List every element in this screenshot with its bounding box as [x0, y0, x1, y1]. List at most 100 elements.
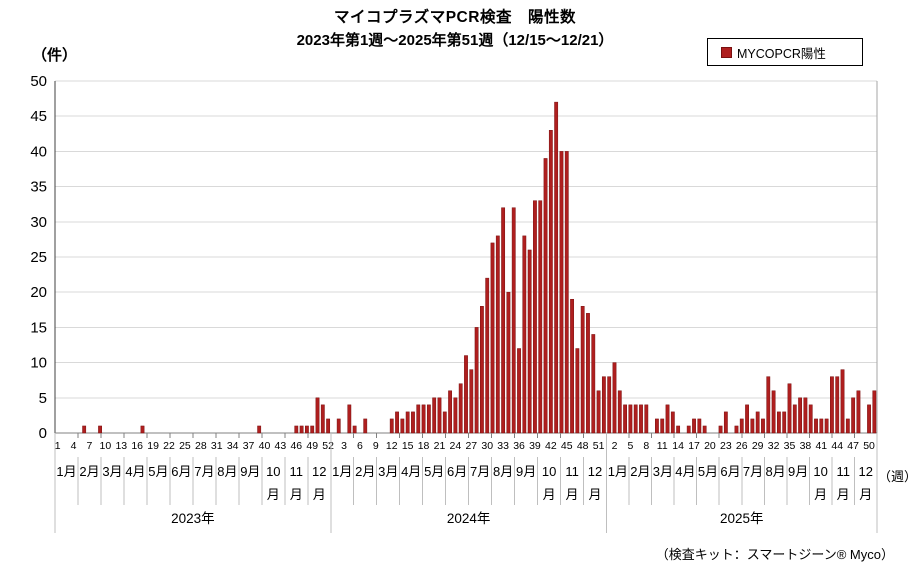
bar	[803, 397, 808, 434]
week-tick-label: 24	[450, 440, 462, 452]
bar	[511, 207, 516, 434]
month-label: 5月	[698, 464, 718, 479]
week-tick-label: 35	[784, 440, 796, 452]
bar	[395, 411, 399, 434]
bar	[739, 418, 744, 434]
bar	[416, 404, 421, 434]
week-tick-label: 31	[211, 440, 223, 452]
bar	[734, 425, 739, 434]
bar	[702, 425, 707, 434]
bar	[686, 425, 691, 434]
bar	[522, 235, 527, 434]
bar	[655, 418, 659, 434]
month-label: 8月	[217, 464, 237, 479]
y-tick-label: 5	[39, 390, 47, 407]
bar	[495, 235, 500, 434]
bar	[766, 376, 771, 434]
bar	[856, 390, 861, 434]
y-tick-label: 30	[30, 214, 47, 231]
month-label: 7月	[194, 464, 214, 479]
week-tick-label: 49	[306, 440, 318, 452]
bar	[315, 397, 320, 434]
bar	[580, 306, 585, 434]
month-label: 10 月	[542, 464, 556, 502]
legend: MYCOPCR陽性	[707, 38, 863, 66]
year-label: 2023年	[171, 511, 215, 526]
bar	[506, 291, 511, 434]
month-label: 2月	[79, 464, 99, 479]
week-tick-label: 3	[341, 440, 347, 452]
y-axis-unit-label: （件）	[32, 47, 78, 64]
y-tick-label: 0	[39, 425, 47, 442]
y-tick-label: 25	[30, 249, 47, 266]
week-tick-label: 37	[243, 440, 255, 452]
month-label: 2月	[630, 464, 650, 479]
bar	[776, 411, 781, 434]
bar	[607, 376, 612, 434]
footnote: （検査キット：スマートジーン® Myco）	[655, 547, 894, 562]
month-label: 7月	[470, 464, 490, 479]
bar	[453, 397, 458, 434]
week-tick-label: 52	[322, 440, 334, 452]
bar	[697, 418, 702, 434]
week-tick-label: 20	[704, 440, 716, 452]
week-tick-label: 11	[657, 440, 668, 452]
bar	[665, 404, 670, 434]
bar	[326, 418, 331, 434]
week-tick-label: 8	[643, 440, 649, 452]
week-tick-label: 50	[863, 440, 875, 452]
month-label: 3月	[102, 464, 122, 479]
bar	[400, 418, 405, 434]
bar	[458, 383, 463, 434]
bar	[745, 404, 749, 434]
bar	[814, 418, 818, 434]
bar	[363, 418, 368, 434]
bar	[82, 425, 87, 434]
bar	[808, 404, 813, 434]
bar	[501, 207, 506, 434]
month-label: 4月	[675, 464, 695, 479]
month-label: 9月	[240, 464, 260, 479]
month-label: 7月	[743, 464, 763, 479]
month-label: 9月	[516, 464, 536, 479]
bar	[389, 418, 394, 434]
bar	[320, 404, 325, 434]
month-label: 10 月	[813, 464, 827, 502]
x-axis-unit-label: （週）	[878, 469, 910, 484]
bar	[538, 200, 543, 434]
week-tick-label: 27	[465, 440, 477, 452]
bar	[830, 376, 834, 434]
bar	[596, 390, 601, 434]
month-label: 8月	[493, 464, 513, 479]
y-tick-label: 50	[30, 73, 47, 90]
y-tick-label: 20	[30, 284, 47, 301]
week-tick-label: 23	[720, 440, 732, 452]
bar	[867, 404, 871, 434]
bar	[676, 425, 681, 434]
y-tick-label: 40	[30, 143, 47, 160]
week-tick-label: 12	[386, 440, 398, 452]
y-tick-label: 15	[30, 319, 47, 336]
legend-label: MYCOPCR陽性	[737, 46, 826, 61]
week-tick-label: 6	[357, 440, 363, 452]
bar	[670, 411, 675, 434]
month-label: 2月	[355, 464, 375, 479]
bar	[517, 348, 521, 434]
bar	[347, 404, 352, 434]
bar	[543, 158, 548, 434]
bar	[485, 277, 490, 434]
month-label: 12 月	[312, 464, 326, 502]
bar	[564, 151, 569, 434]
week-tick-label: 19	[147, 440, 159, 452]
month-label: 6月	[447, 464, 467, 479]
week-tick-label: 28	[195, 440, 207, 452]
bar	[559, 151, 564, 434]
week-tick-label: 26	[736, 440, 748, 452]
bar	[639, 404, 643, 434]
chart-subtitle: 2023年第1週～2025年第51週（12/15～12/21）	[296, 32, 614, 49]
week-tick-label: 29	[752, 440, 764, 452]
month-label: 12 月	[858, 464, 872, 502]
month-label: 8月	[765, 464, 785, 479]
